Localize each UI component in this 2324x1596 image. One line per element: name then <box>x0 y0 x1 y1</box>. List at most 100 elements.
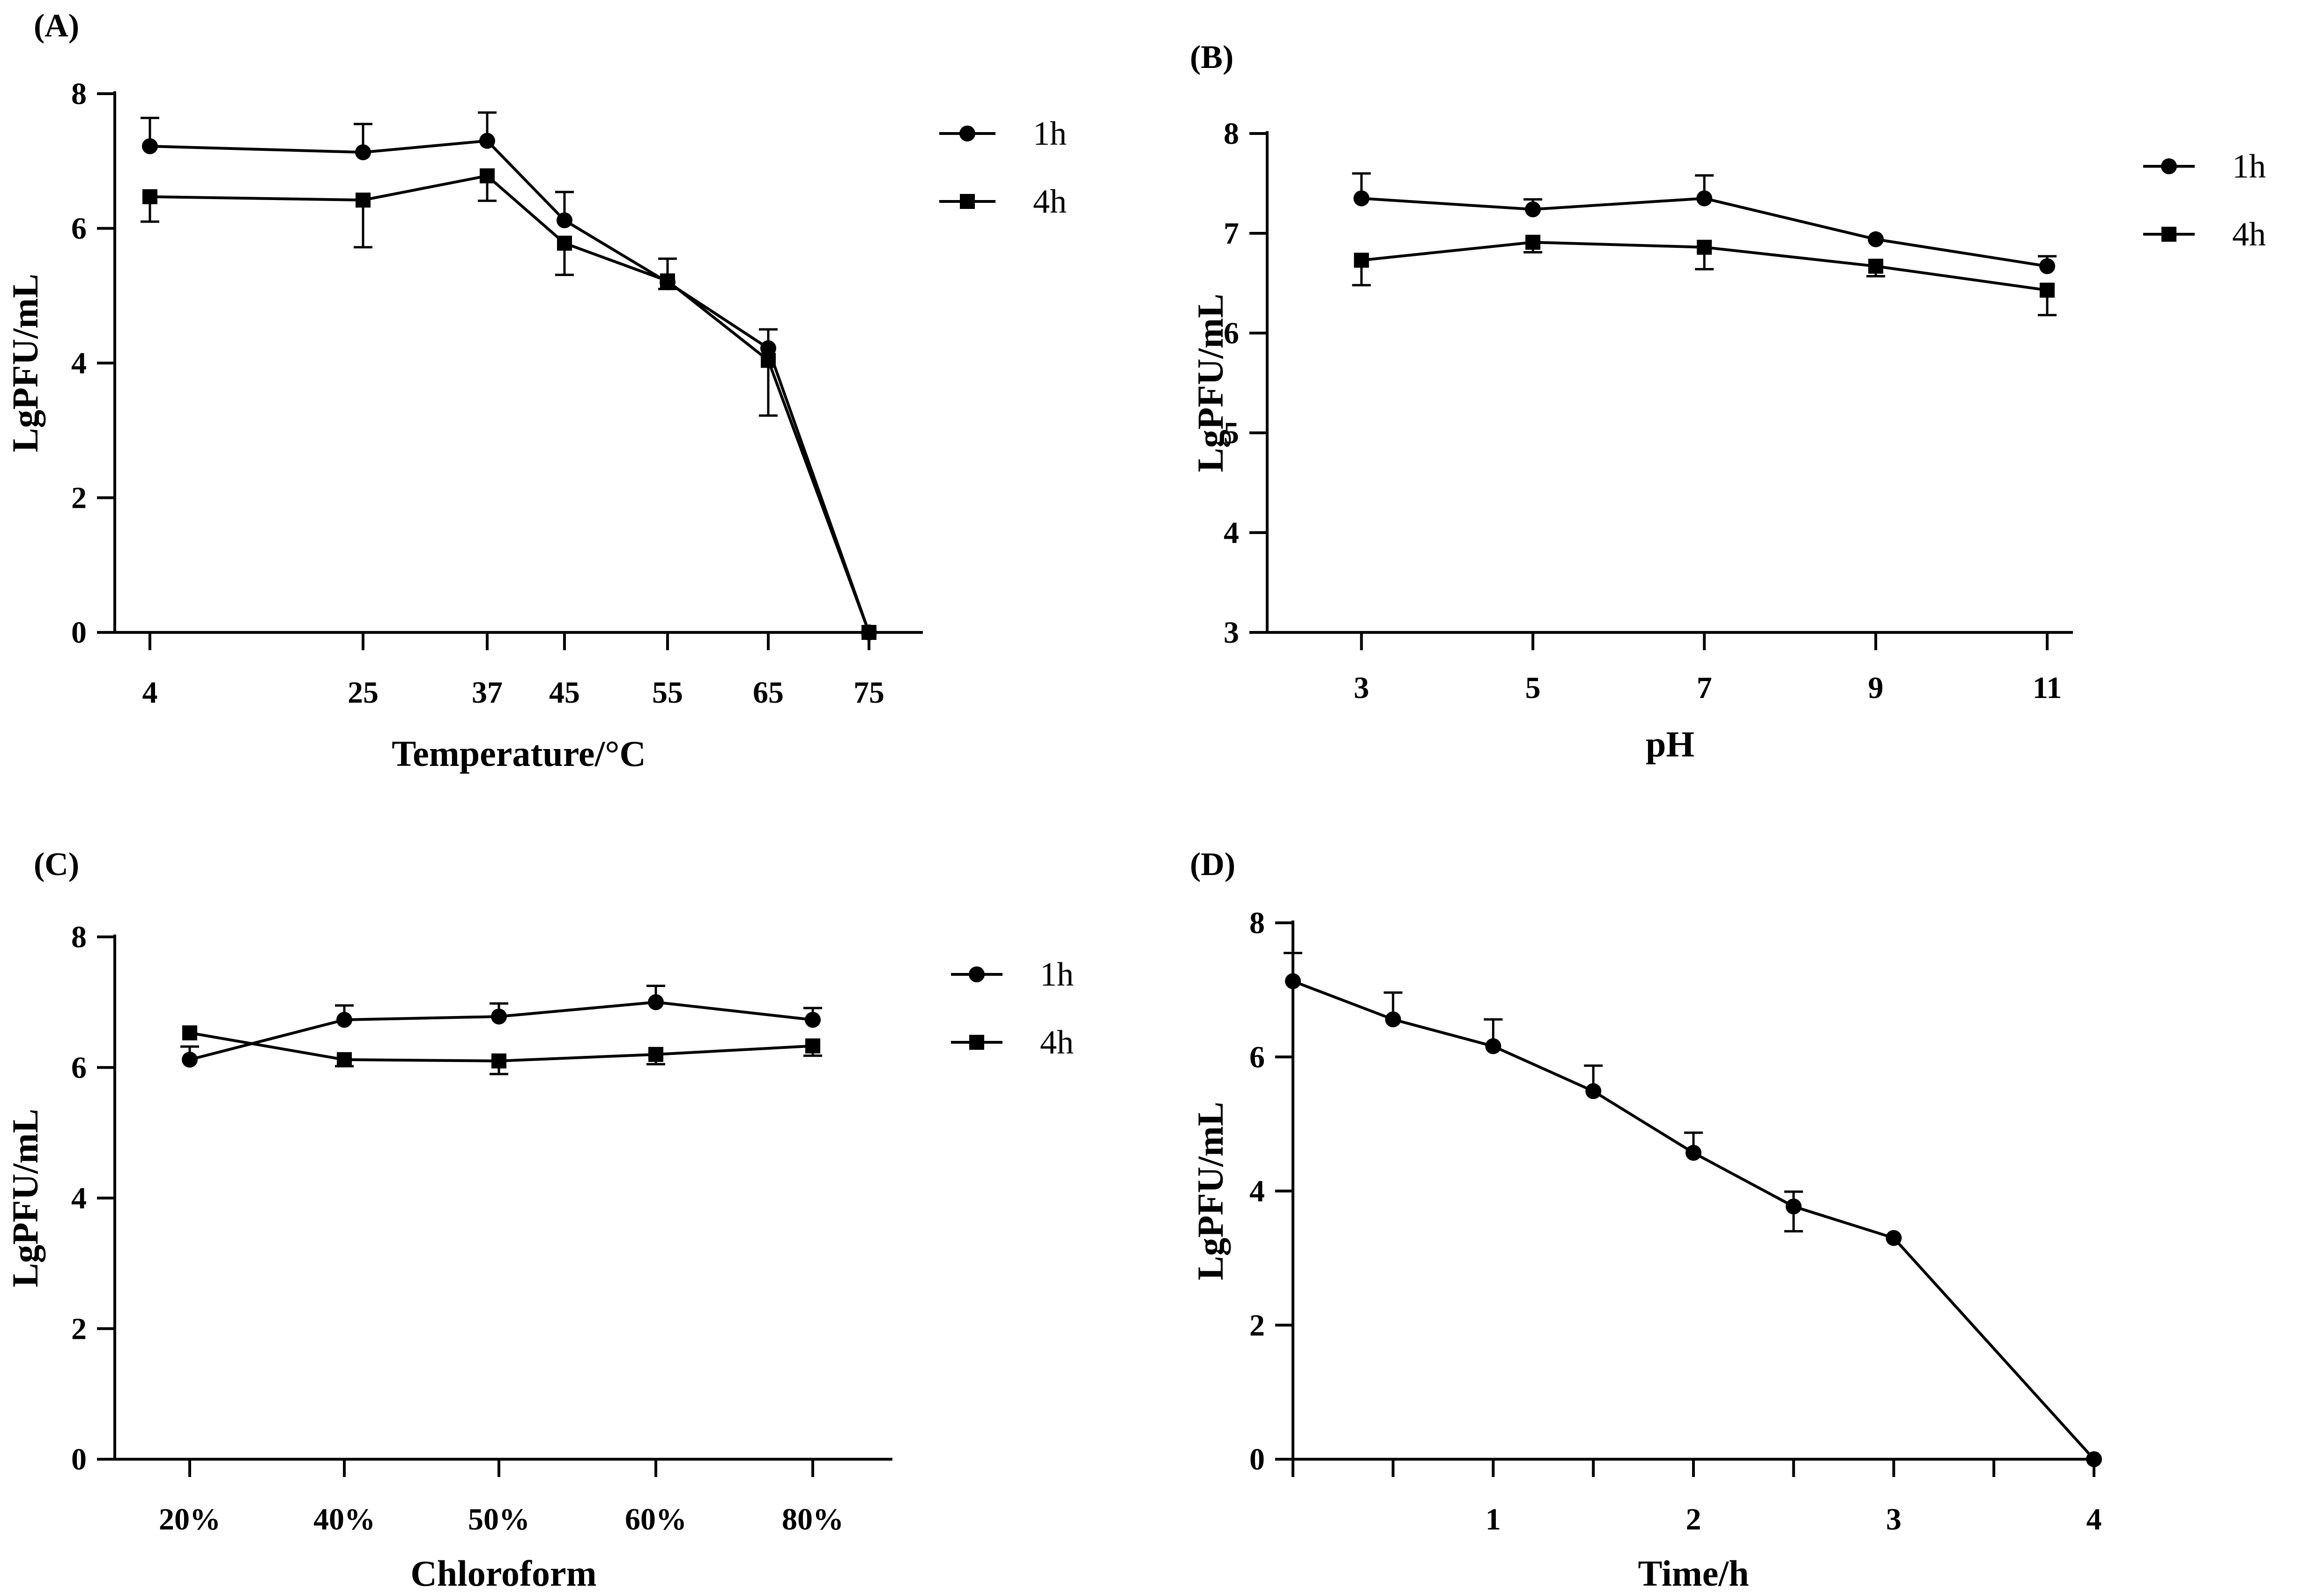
data-point <box>1353 190 1370 207</box>
data-point <box>142 189 157 204</box>
data-point <box>336 1012 352 1028</box>
data-point <box>182 1025 197 1040</box>
panel-label: (B) <box>1190 39 1233 75</box>
data-point <box>479 133 495 149</box>
y-tick-label: 4 <box>71 1181 87 1216</box>
series-4h <box>141 168 876 640</box>
x-tick-label: 50% <box>468 1502 530 1537</box>
y-axis-label: LgPFU/mL <box>5 1109 45 1287</box>
legend-label: 4h <box>2232 215 2266 253</box>
y-tick-label: 8 <box>1249 906 1265 940</box>
legend-marker <box>2161 158 2177 174</box>
data-point <box>648 1047 663 1062</box>
y-tick-label: 6 <box>1224 316 1239 350</box>
y-tick-label: 6 <box>1249 1040 1265 1074</box>
data-point <box>2040 282 2055 298</box>
legend: 1h 4h <box>951 956 1074 1061</box>
data-point <box>1868 259 1884 274</box>
series-data <box>1284 951 2102 1467</box>
data-point <box>1886 1230 1902 1246</box>
y-tick-label: 0 <box>71 616 87 650</box>
legend-marker <box>959 126 975 141</box>
legend: 1h 4h <box>939 115 1067 220</box>
x-tick-label: 4 <box>142 676 158 710</box>
series-1h <box>1352 172 2057 275</box>
y-axis-label: LgPFU/mL <box>1190 294 1231 472</box>
data-point <box>1525 201 1541 217</box>
panel-label: (C) <box>34 846 79 883</box>
y-tick-label: 2 <box>71 481 87 515</box>
y-tick-label: 8 <box>1224 117 1239 151</box>
chart-panel-b: (B) 3 4 5 6 7 8 3 5 7 9 11 pH LgPFU/mL 1h 4h <box>1190 39 2266 765</box>
x-axis-label: pH <box>1646 724 1694 765</box>
y-tick-label: 4 <box>71 346 87 380</box>
legend-label: 1h <box>1033 115 1067 152</box>
data-point <box>1785 1198 1802 1215</box>
legend-marker <box>969 1035 984 1050</box>
x-tick-label: 3 <box>1886 1502 1901 1537</box>
y-tick-label: 4 <box>1224 516 1239 550</box>
legend: 1h 4h <box>2143 148 2266 253</box>
chart-panel-d: (D) 0 2 4 6 8 1 2 3 4 Time/h LgPFU/mL <box>1190 846 2102 1594</box>
x-tick-label: 2 <box>1686 1502 1701 1537</box>
panel-label: (A) <box>34 8 79 44</box>
x-tick-label: 40% <box>313 1502 375 1537</box>
data-point <box>480 168 495 184</box>
x-tick-label: 25 <box>348 676 379 710</box>
x-axis-label: Time/h <box>1638 1553 1749 1594</box>
y-tick-label: 6 <box>71 212 87 246</box>
x-tick-label: 4 <box>2086 1502 2102 1537</box>
data-point <box>1354 252 1369 268</box>
x-tick-label: 9 <box>1868 671 1884 705</box>
x-axis-label: Temperature/°C <box>392 733 646 774</box>
series-1h <box>180 985 822 1068</box>
data-point <box>660 273 675 289</box>
x-tick-label: 45 <box>549 676 580 710</box>
data-point <box>1385 1011 1401 1028</box>
data-point <box>1485 1038 1501 1054</box>
x-tick-label: 20% <box>159 1502 221 1537</box>
x-tick-label: 65 <box>753 676 784 710</box>
chart-panel-a: (A) 0 2 4 6 8 4 25 37 45 55 65 75 Temperature/°C LgPFU… <box>5 8 1067 774</box>
data-point <box>557 212 572 229</box>
x-tick-label: 3 <box>1354 671 1369 705</box>
y-tick-label: 0 <box>71 1442 87 1477</box>
data-point <box>2086 1451 2102 1467</box>
data-point <box>1697 239 1712 255</box>
series-1h <box>141 111 877 640</box>
data-point <box>861 625 876 640</box>
data-point <box>1868 231 1884 247</box>
data-point <box>1585 1083 1602 1099</box>
y-axis-label: LgPFU/mL <box>5 274 45 452</box>
panel-label: (D) <box>1190 846 1235 883</box>
x-tick-label: 11 <box>2033 671 2062 705</box>
y-tick-label: 2 <box>71 1312 87 1346</box>
y-tick-label: 8 <box>71 920 87 954</box>
y-tick-label: 4 <box>1249 1174 1265 1209</box>
data-point <box>355 144 371 161</box>
x-tick-label: 60% <box>625 1502 687 1537</box>
data-point <box>1525 235 1541 250</box>
data-point <box>1685 1144 1701 1161</box>
y-tick-label: 8 <box>71 77 87 111</box>
legend-label: 1h <box>1040 956 1074 993</box>
data-point <box>760 340 776 356</box>
x-tick-label: 80% <box>782 1502 844 1537</box>
legend-label: 4h <box>1040 1024 1074 1061</box>
data-point <box>1285 973 1301 989</box>
legend-marker <box>969 966 985 982</box>
data-point <box>337 1052 352 1068</box>
data-point <box>1696 190 1713 207</box>
x-tick-label: 5 <box>1525 671 1541 705</box>
data-point <box>2039 258 2056 275</box>
data-point <box>182 1052 198 1068</box>
series-line <box>1292 980 2095 1461</box>
x-tick-label: 1 <box>1485 1502 1501 1537</box>
data-point <box>805 1012 821 1028</box>
legend-marker <box>2161 227 2176 242</box>
data-point <box>805 1038 820 1054</box>
y-tick-label: 3 <box>1224 616 1239 650</box>
legend-label: 4h <box>1033 183 1067 220</box>
legend-label: 1h <box>2232 148 2266 185</box>
